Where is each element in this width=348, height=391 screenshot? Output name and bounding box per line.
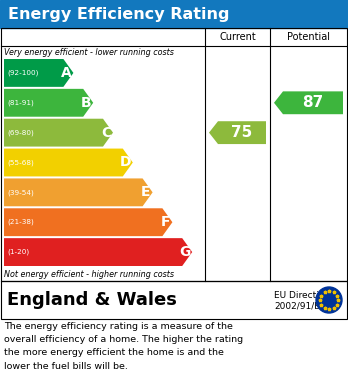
Polygon shape	[4, 238, 192, 266]
Text: (81-91): (81-91)	[7, 100, 34, 106]
Text: E: E	[141, 185, 151, 199]
Text: Energy Efficiency Rating: Energy Efficiency Rating	[8, 7, 229, 22]
Text: F: F	[161, 215, 171, 229]
Text: G: G	[179, 245, 190, 259]
Text: D: D	[119, 156, 131, 170]
Polygon shape	[4, 89, 93, 117]
Text: Not energy efficient - higher running costs: Not energy efficient - higher running co…	[4, 270, 174, 279]
Text: 87: 87	[302, 95, 324, 110]
Text: England & Wales: England & Wales	[7, 291, 177, 309]
Text: (69-80): (69-80)	[7, 129, 34, 136]
Text: Very energy efficient - lower running costs: Very energy efficient - lower running co…	[4, 48, 174, 57]
Text: Current: Current	[219, 32, 256, 42]
Text: 2002/91/EC: 2002/91/EC	[274, 301, 326, 310]
Text: EU Directive: EU Directive	[274, 292, 330, 301]
Bar	[1, 281, 347, 319]
Text: Potential: Potential	[287, 32, 330, 42]
Polygon shape	[4, 178, 153, 206]
Circle shape	[316, 287, 342, 313]
Text: C: C	[101, 126, 111, 140]
Text: (1-20): (1-20)	[7, 249, 29, 255]
Polygon shape	[4, 208, 172, 236]
Text: (21-38): (21-38)	[7, 219, 34, 226]
Text: B: B	[81, 96, 91, 110]
Bar	[0, 0, 348, 28]
Text: A: A	[61, 66, 71, 80]
Text: (55-68): (55-68)	[7, 159, 34, 166]
Polygon shape	[4, 59, 73, 87]
Text: 75: 75	[231, 125, 253, 140]
Text: The energy efficiency rating is a measure of the
overall efficiency of a home. T: The energy efficiency rating is a measur…	[4, 322, 243, 371]
Text: (39-54): (39-54)	[7, 189, 34, 196]
Bar	[1, 28, 347, 281]
Text: (92-100): (92-100)	[7, 70, 38, 76]
Polygon shape	[4, 149, 133, 176]
Polygon shape	[274, 91, 343, 114]
Polygon shape	[4, 119, 113, 147]
Polygon shape	[209, 121, 266, 144]
